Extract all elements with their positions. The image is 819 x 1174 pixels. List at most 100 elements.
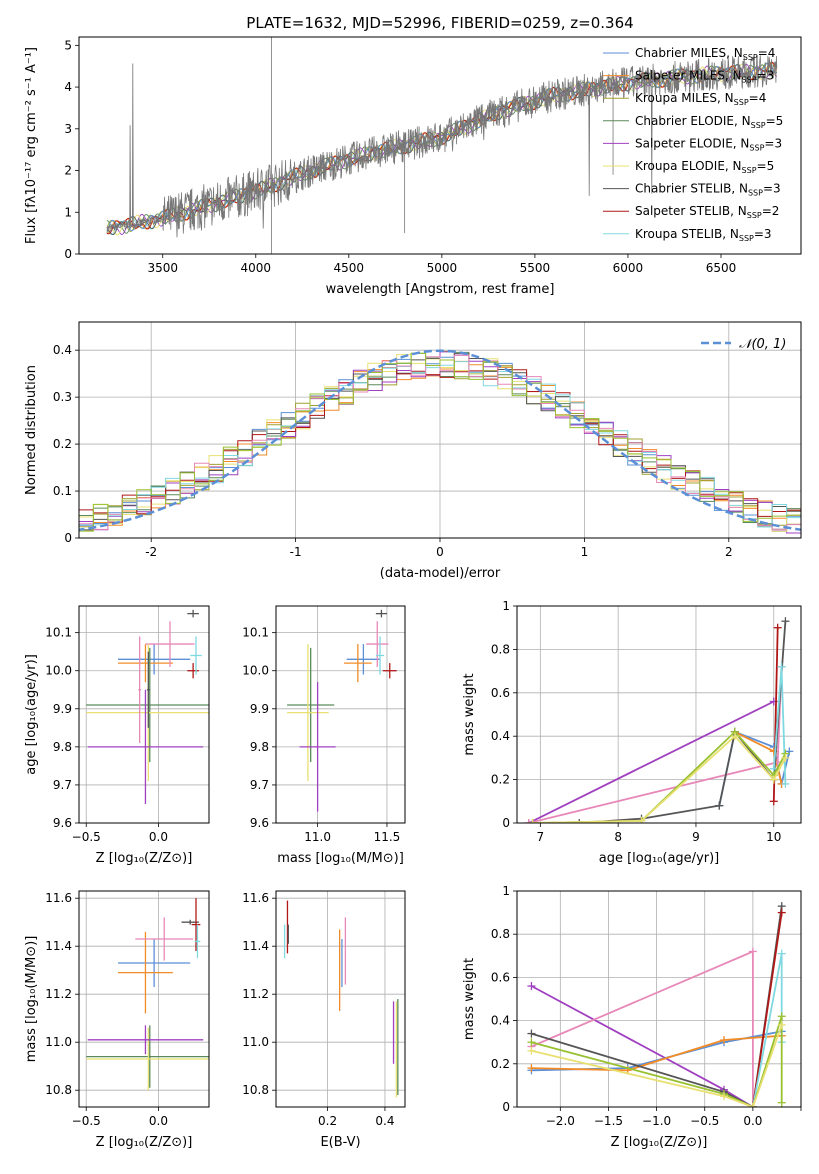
data-point	[346, 644, 381, 675]
y-tick-label: 0.4	[491, 729, 510, 743]
y-tick-label: 0.4	[491, 1014, 510, 1028]
y-tick-label: 3	[64, 122, 72, 136]
mass_weight_vs_Z-lines	[527, 902, 786, 1107]
point-marker	[777, 949, 786, 958]
y-tick-label: 9.9	[250, 702, 269, 716]
data-point	[86, 647, 209, 763]
point-marker	[777, 1098, 786, 1107]
y-tick-label: 2	[64, 164, 72, 178]
spectrum-axes: 3500 4000 4500 5000 5500 6000 6500 0 1 2 3 4 5 wavele…	[24, 38, 736, 297]
mass_weight_vs_Z-frame	[516, 890, 802, 1108]
data-point	[87, 689, 204, 804]
x-tick-label: -1	[290, 545, 302, 559]
x-tick-label: 2	[725, 545, 733, 559]
x-tick-label: −0.5	[72, 1114, 101, 1128]
y-tick-label: 9.8	[250, 740, 269, 754]
y-tick-label: 11.4	[242, 939, 269, 953]
point-marker	[719, 1036, 728, 1045]
y-tick-label: 9.7	[53, 778, 72, 792]
y-tick-label: 1	[502, 884, 510, 898]
normal-curve	[79, 349, 801, 532]
y-tick-label: 4	[64, 80, 72, 94]
series-line	[528, 700, 775, 823]
y-tick-label: 1	[64, 205, 72, 219]
legend-entry: Chabrier STELIB, NSSP=3	[635, 182, 781, 198]
x-tick-label: −2.0	[546, 1114, 575, 1128]
data-point	[118, 939, 191, 987]
residuals-frame	[78, 321, 802, 539]
y-tick-label: 9.9	[53, 702, 72, 716]
legend-entry: Chabrier MILES, NSSP=4	[635, 46, 775, 62]
y-tick-label: 10.0	[45, 664, 72, 678]
y-tick-label: 10.1	[45, 626, 72, 640]
y-tick-label: 0.2	[53, 437, 72, 451]
mass_vs_ebv-frame	[275, 890, 406, 1108]
y-tick-label: 11.4	[45, 939, 72, 953]
y-tick-label: 0.8	[491, 642, 510, 656]
data-point	[375, 609, 387, 618]
y-tick-label: 10.0	[242, 664, 269, 678]
y-tick-label: 9.7	[250, 778, 269, 792]
y-tick-label: 9.6	[250, 816, 269, 830]
y-tick-label: 1	[502, 599, 510, 613]
series-line	[752, 912, 783, 1107]
x-tick-label: -2	[145, 545, 157, 559]
spectrum-lines	[106, 37, 778, 254]
x-axis-label: (data-model)/error	[380, 566, 501, 581]
point-marker	[748, 947, 757, 956]
mass_vs_ebv-points	[283, 900, 399, 1098]
age_vs_mass-frame	[275, 605, 406, 824]
legend-entry: Kroupa STELIB, NSSP=3	[635, 227, 772, 243]
y-tick-label: 10.8	[45, 1083, 72, 1097]
data-point	[118, 644, 173, 683]
data-point	[118, 931, 173, 1014]
point-marker	[781, 753, 790, 762]
y-tick-label: 10.8	[242, 1083, 269, 1097]
y-axis-label: mass weight	[462, 673, 477, 755]
data-point	[366, 621, 389, 667]
series-line	[530, 985, 754, 1107]
point-marker	[527, 1046, 536, 1055]
residual-legend: 𝒩(0, 1)	[701, 337, 786, 352]
x-axis-label: Z [log₁₀(Z/Z⊙)]	[611, 1135, 708, 1150]
y-tick-label: 0.6	[491, 686, 510, 700]
data-point	[190, 636, 202, 675]
y-tick-label: 0.8	[491, 927, 510, 941]
series-line	[531, 1024, 783, 1107]
histogram-lines	[79, 349, 801, 537]
point-marker	[748, 1103, 757, 1107]
y-tick-label: 11.0	[242, 1035, 269, 1049]
legend-entry: Salpeter ELODIE, NSSP=3	[635, 136, 782, 152]
x-tick-label: 6000	[613, 261, 644, 275]
data-point	[118, 644, 191, 675]
y-tick-label: 0	[64, 247, 72, 261]
mass_weight_vs_Z-axes: −2.0 −1.5 −1.0 −0.5 0.0 0 0.2 0.4 0.6 0.8 1 Z [log₁…	[462, 884, 802, 1150]
mass_vs_Z-points	[86, 898, 209, 1091]
series-line	[531, 1016, 783, 1107]
x-tick-label: 8	[614, 830, 622, 844]
point-marker	[777, 662, 786, 671]
y-tick-label: 0.2	[491, 1057, 510, 1071]
x-tick-label: 3500	[147, 261, 178, 275]
mass_weight_vs_age-axes: 7 8 9 10 0 0.2 0.4 0.6 0.8 1 age [log₁₀(age/yr)] ma…	[462, 599, 801, 866]
age_vs_mass-points	[287, 609, 397, 812]
mass_vs_Z-axes: −0.5 0.0 10.8 11.0 11.2 11.4 11.6 Z [log₁₀(Z/Z⊙…	[24, 891, 209, 1150]
legend-entry: Salpeter STELIB, NSSP=2	[635, 204, 779, 220]
x-tick-label: 5500	[520, 261, 551, 275]
data-point	[86, 1025, 209, 1088]
point-marker	[719, 1092, 728, 1101]
data-point	[287, 647, 335, 763]
x-tick-label: 0.0	[149, 830, 168, 844]
data-point	[191, 898, 201, 951]
y-tick-label: 0.6	[491, 970, 510, 984]
legend-entry: Kroupa MILES, NSSP=4	[635, 91, 766, 107]
x-tick-label: 0.0	[149, 1114, 168, 1128]
x-tick-label: −0.5	[690, 1114, 719, 1128]
x-axis-label: age [log₁₀(age/yr)]	[599, 851, 720, 866]
y-tick-label: 0	[64, 531, 72, 545]
point-marker	[524, 819, 533, 823]
x-axis-label: mass [log₁₀(M/M⊙)]	[277, 851, 404, 866]
mass_vs_ebv-axes: 0.2 0.4 10.8 11.0 11.2 11.4 11.6 E(B-V)	[242, 891, 405, 1150]
y-tick-label: 0.3	[53, 390, 72, 404]
data-point	[187, 609, 199, 618]
